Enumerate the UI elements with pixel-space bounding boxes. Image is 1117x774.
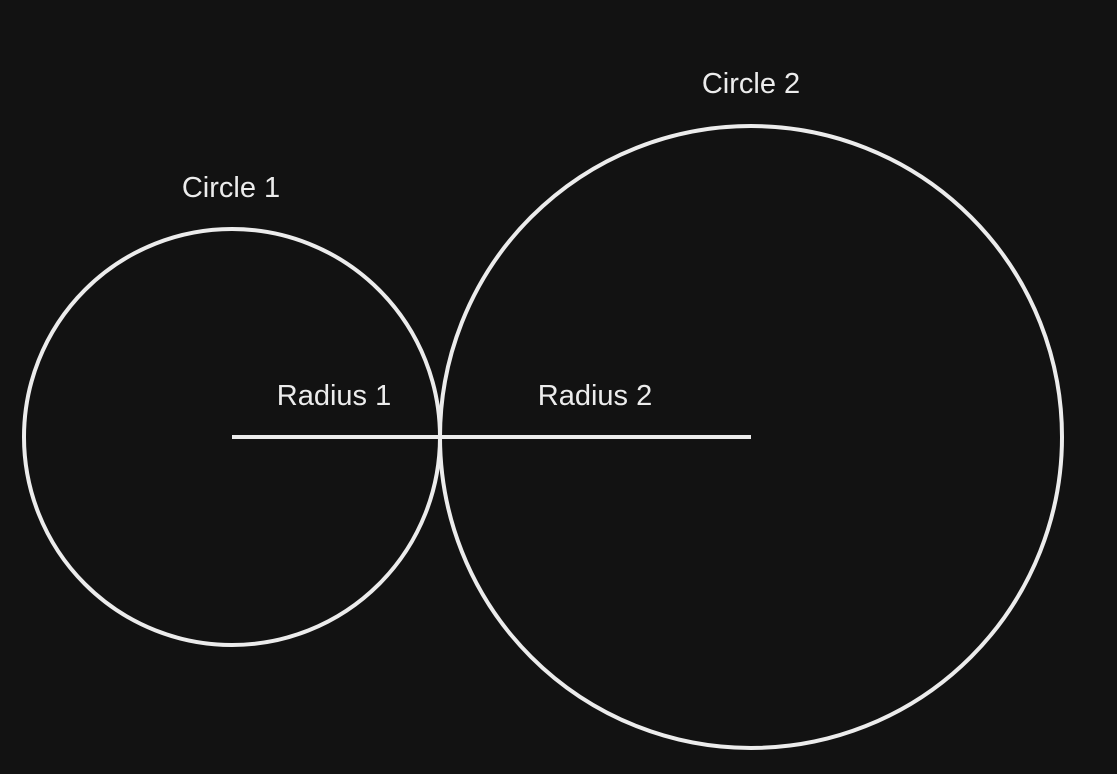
radius-1-label: Radius 1 xyxy=(277,380,391,412)
circle-1-label: Circle 1 xyxy=(182,172,280,204)
radius-2-label: Radius 2 xyxy=(538,380,652,412)
circle-2-label: Circle 2 xyxy=(702,68,800,100)
